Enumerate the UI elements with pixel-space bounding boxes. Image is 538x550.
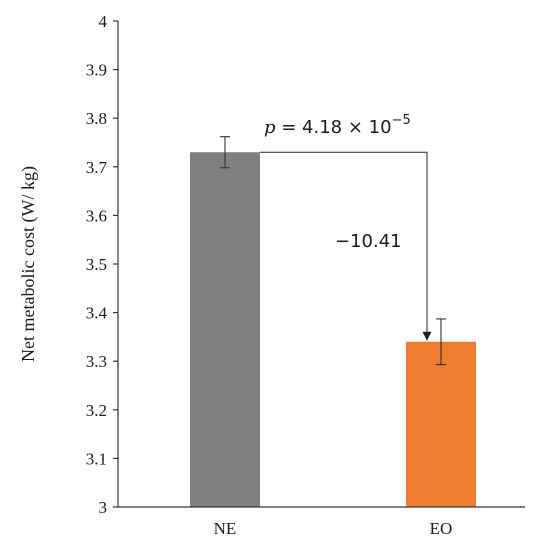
error-bars: [220, 136, 446, 366]
difference-annotation: −10.41: [335, 231, 402, 252]
arrow-head: [422, 331, 432, 341]
y-axis-ticks: 3 3.1 3.2 3.3 3.4 3.5 3.6 3.7 3.8 3.9 4: [86, 12, 118, 517]
comparison-bracket: [260, 151, 428, 334]
y-tick-label: 3: [99, 498, 108, 517]
y-tick-label: 3.8: [86, 109, 107, 128]
y-tick-label: 3.2: [86, 401, 107, 420]
annotations: p = 4.18 × 10−5 −10.41: [260, 113, 432, 341]
x-tick-label: EO: [430, 519, 453, 538]
bar-ne: [190, 152, 260, 507]
x-tick-label: NE: [214, 519, 237, 538]
p-value-annotation: p = 4.18 × 10−5: [264, 113, 411, 138]
bars: NE EO: [190, 152, 476, 538]
y-tick-label: 4: [99, 12, 108, 31]
bar-eo: [406, 341, 476, 507]
y-tick-label: 3.6: [86, 206, 107, 225]
y-tick-label: 3.5: [86, 255, 107, 274]
y-tick-label: 3.1: [86, 449, 107, 468]
y-tick-label: 3.9: [86, 61, 107, 80]
y-tick-label: 3.3: [86, 352, 107, 371]
y-tick-label: 3.7: [86, 158, 108, 177]
y-axis-title: Net metabolic cost (W/ kg): [18, 166, 39, 362]
y-tick-label: 3.4: [86, 304, 108, 323]
